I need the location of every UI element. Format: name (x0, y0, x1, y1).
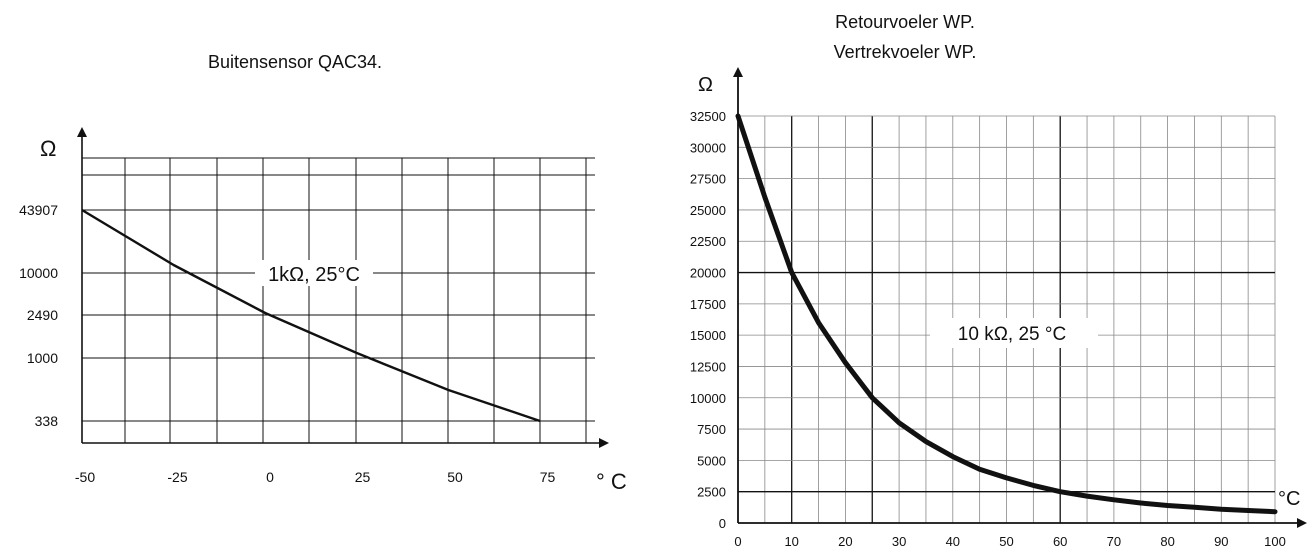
left-x-tick-label: 50 (447, 469, 463, 485)
right-y-tick-label: 7500 (697, 422, 726, 437)
right-x-tick-label: 70 (1107, 534, 1121, 549)
left-x-tick-label: -50 (75, 469, 95, 485)
right-series-line (735, 113, 1278, 515)
right-x-tick-label: 90 (1214, 534, 1228, 549)
right-y-tick-label: 0 (719, 516, 726, 531)
right-chart: Ω °C 0 2500 5000 7500 10000 12500 15000 17500 2000… (690, 67, 1307, 549)
right-y-tick-label: 25000 (690, 203, 726, 218)
left-x-tick-label: 0 (266, 469, 274, 485)
right-y-tick-label: 2500 (697, 485, 726, 500)
right-x-tick-label: 50 (999, 534, 1013, 549)
right-y-tick-label: 17500 (690, 297, 726, 312)
left-x-tick-label: 75 (540, 469, 556, 485)
right-y-tick-label: 20000 (690, 266, 726, 281)
right-y-tick-label: 27500 (690, 172, 726, 187)
left-x-axis-label: ° C (596, 469, 627, 494)
left-series-line (81, 208, 541, 423)
right-y-tick-label: 5000 (697, 453, 726, 468)
right-y-tick-label: 30000 (690, 140, 726, 155)
right-x-tick-label: 0 (734, 534, 741, 549)
left-chart-title: Buitensensor QAC34. (207, 52, 383, 72)
right-x-axis-label: °C (1278, 488, 1300, 510)
left-y-tick-label: 1000 (27, 350, 58, 366)
left-annotation: 1kΩ, 25°C (268, 264, 360, 286)
right-annotation: 10 kΩ, 25 °C (958, 324, 1066, 345)
right-x-tick-label: 60 (1053, 534, 1067, 549)
right-x-tick-label: 20 (838, 534, 852, 549)
right-chart-title-line-2: Vertrekvoeler WP. (833, 42, 977, 62)
left-y-tick-label: 2490 (27, 307, 58, 323)
left-y-axis-label: Ω (40, 136, 56, 161)
right-x-tick-label: 100 (1264, 534, 1286, 549)
left-y-tick-label: 10000 (19, 265, 58, 281)
right-y-tick-label: 10000 (690, 391, 726, 406)
right-annotation-box (930, 318, 1098, 348)
right-x-tick-label: 30 (892, 534, 906, 549)
right-x-tick-label: 40 (946, 534, 960, 549)
left-annotation-box (255, 260, 373, 286)
right-y-tick-label: 22500 (690, 234, 726, 249)
left-y-tick-label: 43907 (19, 202, 58, 218)
left-x-tick-label: -25 (167, 469, 187, 485)
right-y-tick-label: 15000 (690, 328, 726, 343)
right-y-axis-label: Ω (698, 74, 713, 96)
right-y-tick-label: 12500 (690, 359, 726, 374)
right-chart-title-line-1: Retourvoeler WP. (835, 12, 975, 32)
left-y-tick-label: 338 (35, 413, 59, 429)
right-y-tick-label: 32500 (690, 109, 726, 124)
right-x-tick-label: 80 (1160, 534, 1174, 549)
left-chart: Ω ° C 43907 10000 2490 1000 338 -50 -25 0 25 50 75 1k… (19, 127, 627, 494)
right-x-tick-label: 10 (784, 534, 798, 549)
left-x-tick-label: 25 (355, 469, 371, 485)
